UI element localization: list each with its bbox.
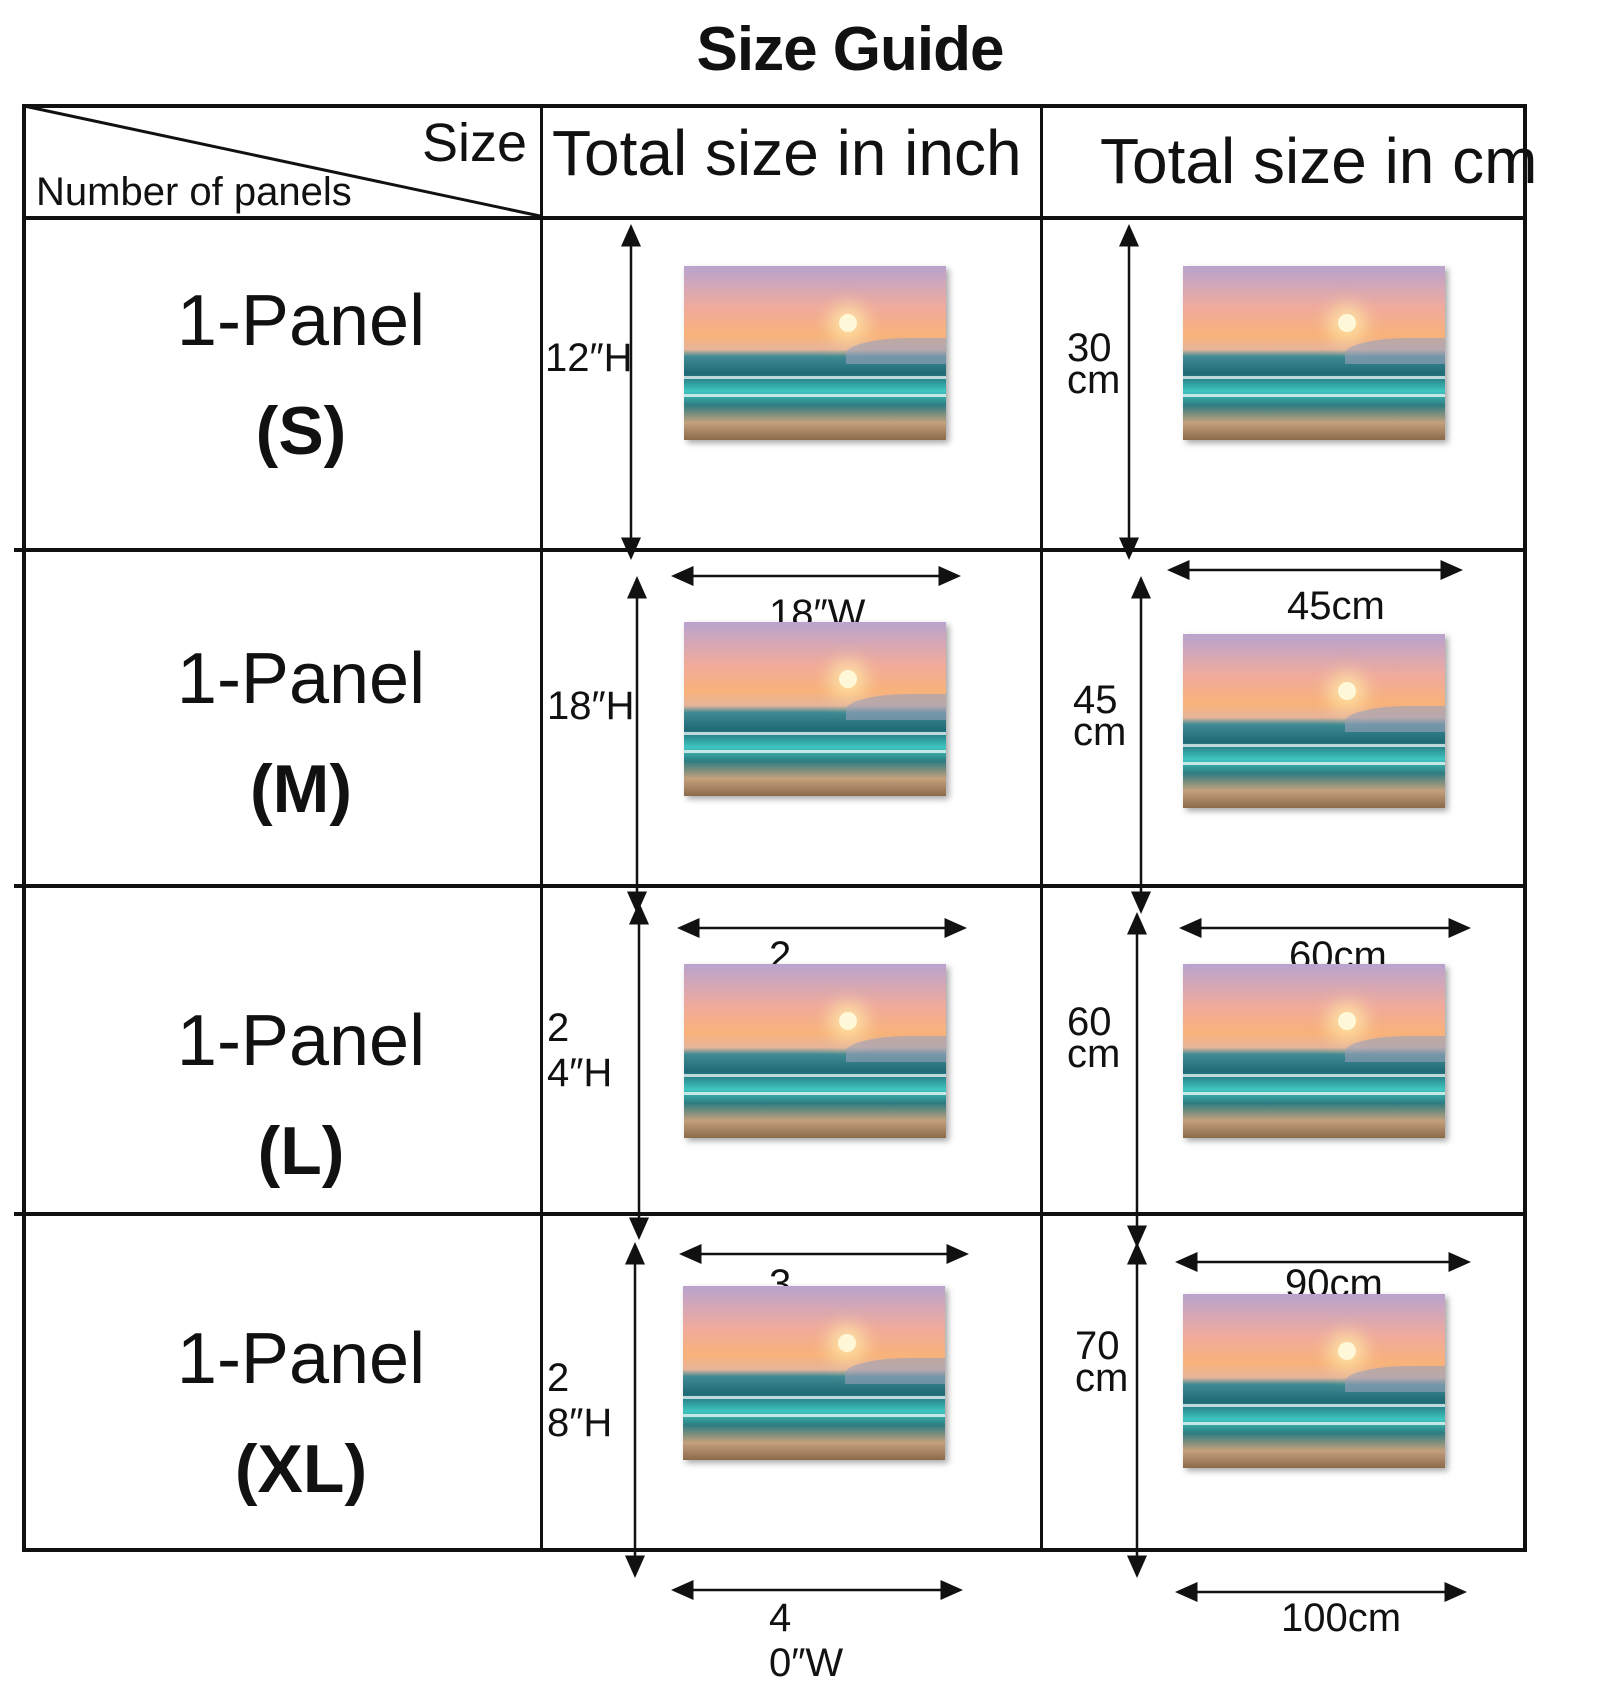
height-inch-label: 12″H xyxy=(545,336,633,380)
height-cm-value: 45 xyxy=(1073,678,1118,722)
dimension-arrows xyxy=(1131,576,1471,938)
sunset-seascape-painting-icon xyxy=(1183,634,1445,808)
height-inch-label: 18″H xyxy=(547,684,635,728)
dimension-arrows xyxy=(627,576,967,938)
page-title: Size Guide xyxy=(696,15,1005,84)
size-guide-table: Size Number of panels Total size in inch… xyxy=(14,104,1557,1685)
row-label-l: 1-Panel (L) xyxy=(22,1000,580,1190)
row-label-xl: 1-Panel (XL) xyxy=(22,1318,580,1508)
sunset-seascape-painting-icon xyxy=(684,622,946,796)
height-cm-unit: cm xyxy=(1067,358,1121,402)
table-border-top xyxy=(22,104,1527,108)
sunset-seascape-painting-icon xyxy=(1183,1294,1445,1468)
height-cm-value: 70 xyxy=(1075,1324,1120,1368)
width-inch-label: 4 0″W xyxy=(769,1596,844,1685)
dimension-arrows xyxy=(621,224,961,586)
height-inch-label: 2 4″H xyxy=(547,1006,613,1095)
size-code: (S) xyxy=(255,393,347,469)
dimension-arrows xyxy=(625,1242,963,1600)
header-size-label: Size xyxy=(422,113,528,173)
size-code: (L) xyxy=(257,1113,345,1189)
height-cm-value: 60 xyxy=(1067,1000,1112,1044)
column-divider xyxy=(1040,104,1043,1552)
header-cm-column: Total size in cm xyxy=(1100,125,1538,197)
height-cm-label: 30 cm xyxy=(1067,326,1121,402)
height-cm-value: 30 xyxy=(1067,326,1112,370)
dimension-arrows xyxy=(1127,1242,1467,1602)
height-cm-label: 70 cm xyxy=(1075,1324,1129,1400)
dimension-arrows xyxy=(1119,224,1463,580)
size-code: (M) xyxy=(250,751,352,827)
row-divider xyxy=(14,884,1527,888)
panel-count: 1-Panel xyxy=(176,281,426,361)
height-inch-label: 2 8″H xyxy=(547,1356,613,1445)
row-divider xyxy=(14,548,1527,552)
height-cm-label: 60 cm xyxy=(1067,1000,1121,1076)
sunset-seascape-painting-icon xyxy=(1183,964,1445,1138)
height-cm-unit: cm xyxy=(1073,710,1127,754)
height-cm-unit: cm xyxy=(1075,1356,1129,1400)
size-code: (XL) xyxy=(234,1431,368,1507)
height-cm-unit: cm xyxy=(1067,1032,1121,1076)
panel-count: 1-Panel xyxy=(176,1319,426,1399)
column-divider xyxy=(540,108,543,1552)
sunset-seascape-painting-icon xyxy=(684,266,946,440)
table-border-left xyxy=(22,104,26,1552)
header-divider xyxy=(22,216,1527,220)
header-inch-column: Total size in inch xyxy=(552,117,1022,189)
width-cm-label: 45cm xyxy=(1287,584,1385,628)
row-divider xyxy=(14,1212,1527,1216)
row-label-m: 1-Panel (M) xyxy=(22,638,580,828)
sunset-seascape-painting-icon xyxy=(683,1286,945,1460)
height-cm-label: 45 cm xyxy=(1073,678,1127,754)
sunset-seascape-painting-icon xyxy=(1183,266,1445,440)
width-cm-label: 100cm xyxy=(1281,1596,1402,1640)
dimension-arrows xyxy=(629,902,969,1264)
header-panels-label: Number of panels xyxy=(36,170,352,214)
panel-count: 1-Panel xyxy=(176,639,426,719)
table-border-right xyxy=(1523,104,1527,1552)
table-border-bottom xyxy=(22,1548,1527,1552)
sunset-seascape-painting-icon xyxy=(684,964,946,1138)
row-label-s: 1-Panel (S) xyxy=(22,280,580,470)
header-diagonal-line xyxy=(23,104,541,218)
panel-count: 1-Panel xyxy=(176,1001,426,1081)
dimension-arrows xyxy=(1127,912,1471,1272)
